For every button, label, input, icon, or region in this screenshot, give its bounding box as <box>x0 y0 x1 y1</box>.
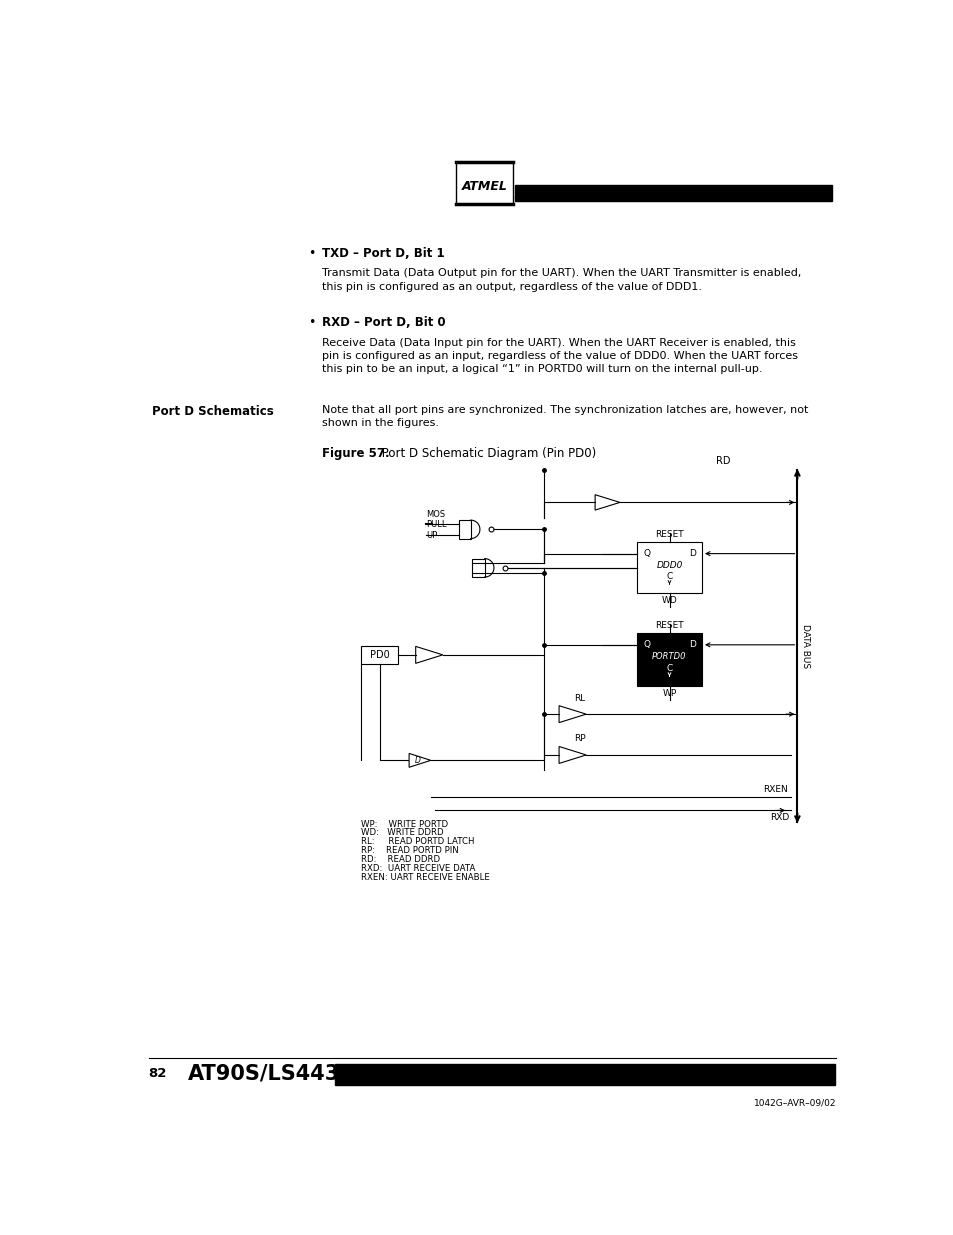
Text: RXD:  UART RECEIVE DATA: RXD: UART RECEIVE DATA <box>360 864 475 873</box>
Bar <box>472 558 484 577</box>
Text: •: • <box>308 247 315 259</box>
Bar <box>637 542 701 593</box>
Bar <box>514 185 831 200</box>
Text: RXEN: RXEN <box>762 785 787 794</box>
Text: RL:     READ PORTD LATCH: RL: READ PORTD LATCH <box>360 837 474 846</box>
Text: RP: RP <box>574 735 585 743</box>
Text: Note that all port pins are synchronized. The synchronization latches are, howev: Note that all port pins are synchronized… <box>322 405 808 427</box>
Text: WD: WD <box>661 597 677 605</box>
Text: C: C <box>666 664 672 673</box>
Text: WD:   WRITE DDRD: WD: WRITE DDRD <box>360 829 443 837</box>
Text: Figure 57.: Figure 57. <box>322 447 390 459</box>
Text: RXD – Port D, Bit 0: RXD – Port D, Bit 0 <box>322 316 445 329</box>
Text: DDD0: DDD0 <box>656 561 682 569</box>
Text: DATA BUS: DATA BUS <box>800 624 809 668</box>
Text: 82: 82 <box>149 1067 167 1081</box>
Text: RD:    READ DDRD: RD: READ DDRD <box>360 855 439 864</box>
Bar <box>335 1063 834 1084</box>
Text: 1042G–AVR–09/02: 1042G–AVR–09/02 <box>753 1098 835 1108</box>
Text: RXEN: UART RECEIVE ENABLE: RXEN: UART RECEIVE ENABLE <box>360 873 490 882</box>
Text: MOS
PULL-
UP: MOS PULL- UP <box>426 510 449 540</box>
Text: WP:    WRITE PORTD: WP: WRITE PORTD <box>360 820 448 829</box>
Text: RXD: RXD <box>770 813 789 821</box>
Text: TXD – Port D, Bit 1: TXD – Port D, Bit 1 <box>322 247 444 259</box>
Text: ATMEL: ATMEL <box>461 180 507 193</box>
Text: C: C <box>666 573 672 582</box>
Text: WP: WP <box>661 689 676 698</box>
Bar <box>637 634 701 685</box>
Text: RESET: RESET <box>655 621 683 630</box>
Text: ®: ® <box>513 196 518 201</box>
Text: PD0: PD0 <box>370 650 389 659</box>
Text: •: • <box>308 316 315 329</box>
Text: RESET: RESET <box>655 530 683 540</box>
Text: Port D Schematic Diagram (Pin PD0): Port D Schematic Diagram (Pin PD0) <box>377 447 596 459</box>
Text: D: D <box>415 756 420 764</box>
Text: Transmit Data (Data Output pin for the UART). When the UART Transmitter is enabl: Transmit Data (Data Output pin for the U… <box>322 268 801 291</box>
Bar <box>360 646 397 664</box>
Text: RD: RD <box>716 456 730 466</box>
Text: RL: RL <box>574 694 585 703</box>
Text: Q: Q <box>642 640 649 650</box>
Bar <box>458 520 470 538</box>
Text: D: D <box>688 550 695 558</box>
Text: Receive Data (Data Input pin for the UART). When the UART Receiver is enabled, t: Receive Data (Data Input pin for the UAR… <box>322 337 798 374</box>
Text: PORTD0: PORTD0 <box>652 652 686 662</box>
Text: Port D Schematics: Port D Schematics <box>152 405 274 417</box>
Text: D: D <box>688 640 695 650</box>
Text: Q: Q <box>642 550 649 558</box>
Text: AT90S/LS4433: AT90S/LS4433 <box>187 1063 354 1084</box>
Text: RP:    READ PORTD PIN: RP: READ PORTD PIN <box>360 846 458 855</box>
